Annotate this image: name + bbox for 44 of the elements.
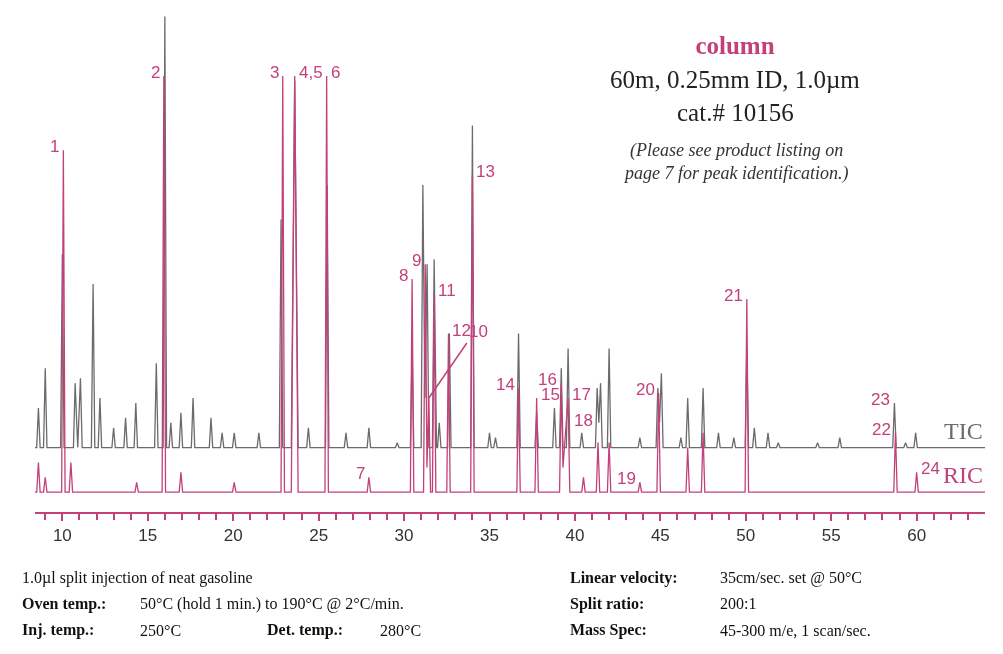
annotation: 4,5 <box>299 63 323 82</box>
x-tick-label: 55 <box>821 526 841 546</box>
text: Linear velocity: 35cm/sec. set @ 50°C <box>570 569 862 586</box>
series-label: RIC <box>943 462 984 488</box>
x-tick-label: 15 <box>138 526 158 546</box>
annotation: 3 <box>270 63 280 82</box>
series-label: TIC <box>944 418 983 444</box>
annotation: 21 <box>724 286 743 305</box>
x-tick-label: 25 <box>309 526 329 546</box>
annotation: 24 <box>921 459 940 478</box>
annotation: (Please see product listing on page 7 for peak identification.) <box>623 140 849 185</box>
annotation: 20 <box>636 380 655 399</box>
annotation: 13 <box>476 162 495 181</box>
annotation: 1 <box>50 137 60 156</box>
annotation: 23 <box>871 390 890 409</box>
text: Det. temp.: 280°C <box>267 621 422 639</box>
annotation: 18 <box>574 411 593 430</box>
annotation: cat.# 10156 <box>677 99 794 126</box>
annotation: 2 <box>151 63 161 82</box>
annotation: 8 <box>399 266 409 285</box>
text: Inj. temp.: 250°C <box>22 621 182 639</box>
annotation: 22 <box>872 420 891 439</box>
annotation: 19 <box>617 469 636 488</box>
annotation: 9 <box>412 251 422 270</box>
annotation: 12 <box>452 321 471 340</box>
text: Oven temp.: 50°C (hold 1 min.) to 190°C @ 2°C/min. <box>22 595 404 612</box>
annotation: 14 <box>496 375 515 394</box>
x-tick-label: 40 <box>565 526 585 546</box>
x-tick-label: 35 <box>480 526 499 546</box>
annotation: 11 <box>438 281 456 300</box>
text: Split ratio: 200:1 <box>570 595 757 612</box>
text: column <box>695 31 775 59</box>
x-tick-label: 30 <box>394 526 414 546</box>
text: 60m, 0.25mm ID, 1.0µm <box>610 66 861 93</box>
annotation: 6 <box>331 63 341 82</box>
x-tick-label: 10 <box>52 526 72 546</box>
annotation: 17 <box>572 385 591 404</box>
text: Mass Spec: 45-300 m/e, 1 scan/sec. <box>570 621 871 639</box>
x-tick-label: 45 <box>650 526 670 546</box>
text: 1.0µl split injection of neat gasoline <box>22 569 253 587</box>
annotation: 7 <box>356 464 366 483</box>
x-tick-label: 60 <box>907 526 927 546</box>
x-tick-label: 50 <box>736 526 756 546</box>
x-tick-label: 20 <box>223 526 243 546</box>
